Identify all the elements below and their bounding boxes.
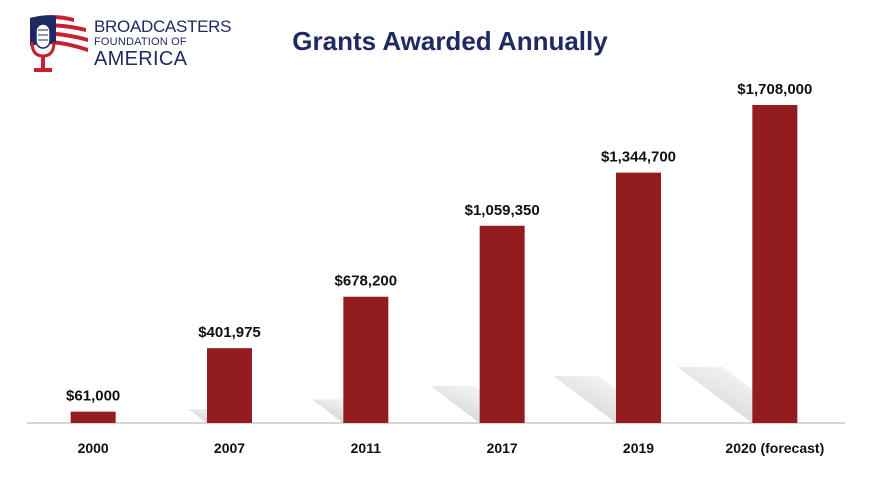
value-label: $401,975 (198, 324, 261, 341)
value-labels: $61,000 $401,975 $678,200 $1,059,350 $1,344,… (66, 81, 812, 405)
category-labels: 2000 2007 2011 2017 2019 2020 (forecast) (78, 440, 825, 456)
logo-line-1: BROADCASTERS (94, 17, 232, 36)
bar (616, 172, 661, 423)
category-label: 2020 (forecast) (725, 440, 824, 456)
value-label: $61,000 (66, 388, 120, 405)
bar (70, 411, 116, 423)
category-label: 2017 (487, 440, 518, 456)
category-label: 2007 (214, 440, 245, 456)
logo: BROADCASTERS FOUNDATION OF AMERICA (22, 10, 231, 82)
bar (207, 348, 252, 423)
microphone-flag-icon (30, 15, 88, 72)
logo-line-2: FOUNDATION OF (94, 36, 187, 48)
value-label: $1,059,350 (465, 202, 540, 219)
value-label: $1,344,700 (601, 149, 676, 166)
logo-line-3: AMERICA (94, 48, 188, 70)
bars (70, 105, 798, 423)
value-label: $678,200 (335, 273, 398, 290)
category-label: 2019 (623, 440, 654, 456)
value-label: $1,708,000 (737, 81, 812, 98)
chart-title: Grants Awarded Annually (292, 26, 608, 56)
bar (479, 225, 525, 423)
bar (752, 105, 798, 423)
category-label: 2000 (78, 440, 109, 456)
bar (343, 296, 389, 423)
category-label: 2011 (351, 440, 382, 456)
